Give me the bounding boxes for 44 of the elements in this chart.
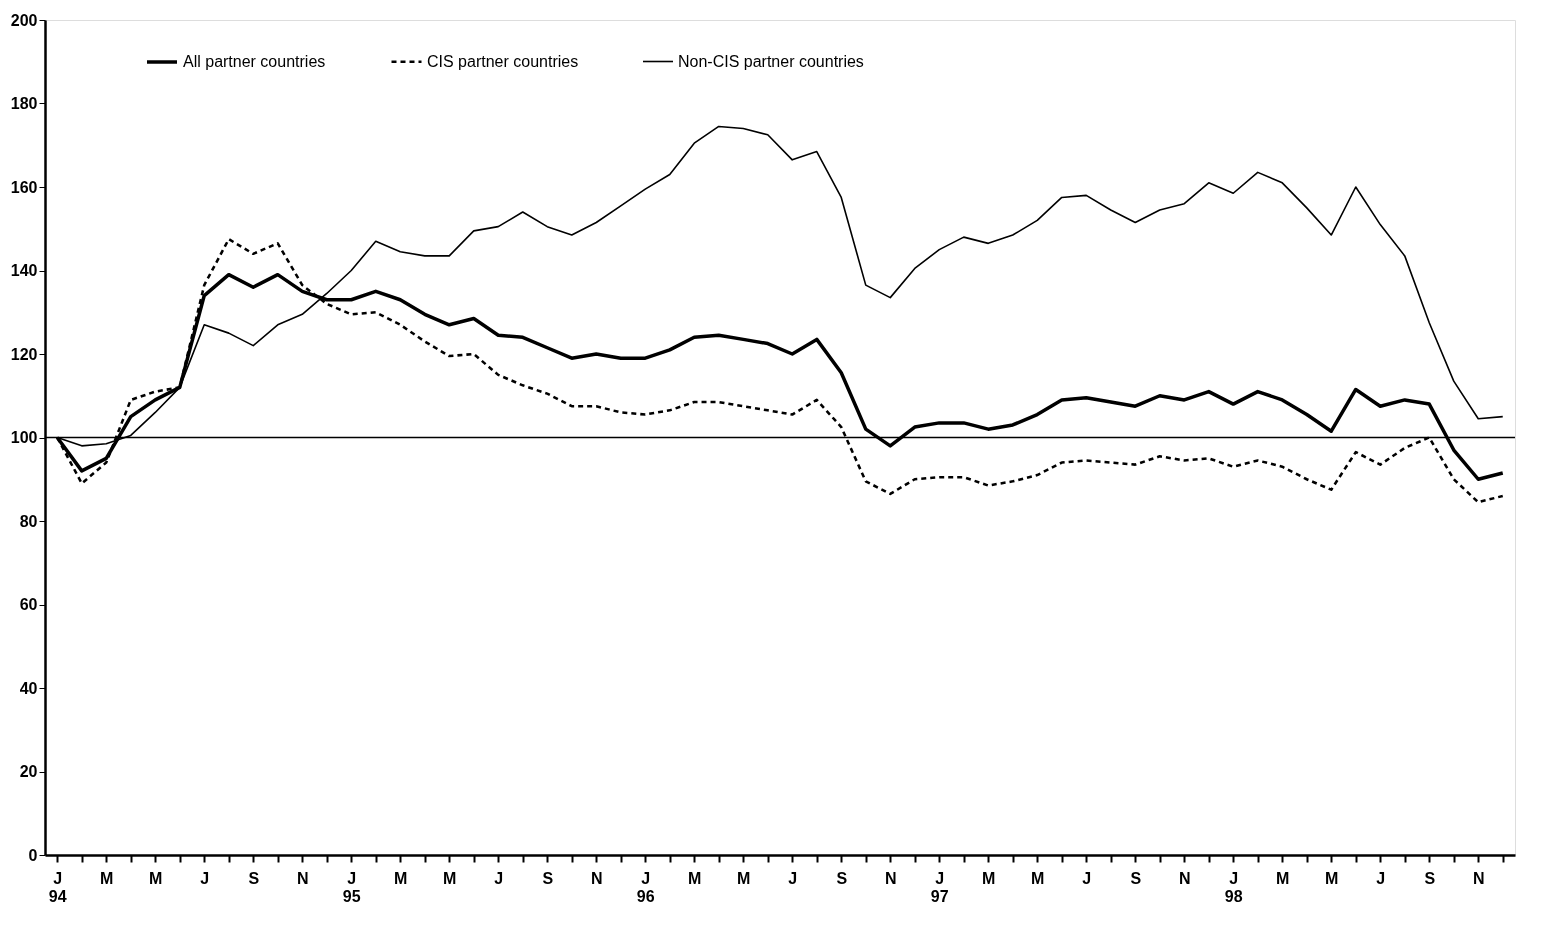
x-tick-label: J [1376,869,1386,887]
x-tick-label: N [296,869,309,887]
y-tick-label: 20 [19,763,38,780]
x-tick-label: N [590,869,603,887]
x-tick-label: N [1472,869,1485,887]
legend-label: CIS partner countries [427,52,579,70]
y-tick-label: 140 [10,262,38,279]
x-tick-label: J [494,869,504,887]
x-tick-label: S [248,869,260,887]
x-tick-label: M [443,869,457,887]
x-tick-label: M [688,869,702,887]
y-tick-label: 100 [10,429,38,446]
x-tick-label: J [788,869,798,887]
x-tick-label: S [1424,869,1436,887]
y-tick-label: 200 [10,11,38,29]
x-tick-label: S [836,869,848,887]
x-tick-label: N [884,869,897,887]
x-tick-label: M [1276,869,1290,887]
x-tick-label: M [149,869,163,887]
y-tick-label: 120 [10,345,38,363]
x-tick-label: M [1031,869,1045,887]
legend-label: Non-CIS partner countries [678,52,864,70]
x-tick-label: J [1082,869,1092,887]
y-tick-label: 0 [28,846,38,864]
x-tick-label: J 96 [636,869,655,905]
y-tick-label: 80 [19,512,38,530]
x-tick-label: J 94 [48,869,67,905]
x-tick-label: M [982,869,996,887]
x-tick-label: M [737,869,751,887]
x-tick-label: S [1130,869,1142,887]
x-tick-label: M [394,869,408,887]
y-tick-label: 160 [10,178,38,196]
x-tick-label: M [100,869,114,887]
x-tick-label: S [542,869,554,887]
x-tick-label: M [1325,869,1339,887]
x-tick-label: J 98 [1224,869,1243,905]
x-tick-label: J [200,869,210,887]
legend-label: All partner countries [183,53,326,70]
y-tick-label: 180 [10,95,38,112]
x-tick-label: J 95 [342,869,361,905]
y-tick-label: 40 [19,679,38,697]
x-tick-label: J 97 [930,869,949,905]
x-tick-label: N [1178,869,1191,887]
y-tick-label: 60 [19,596,38,613]
